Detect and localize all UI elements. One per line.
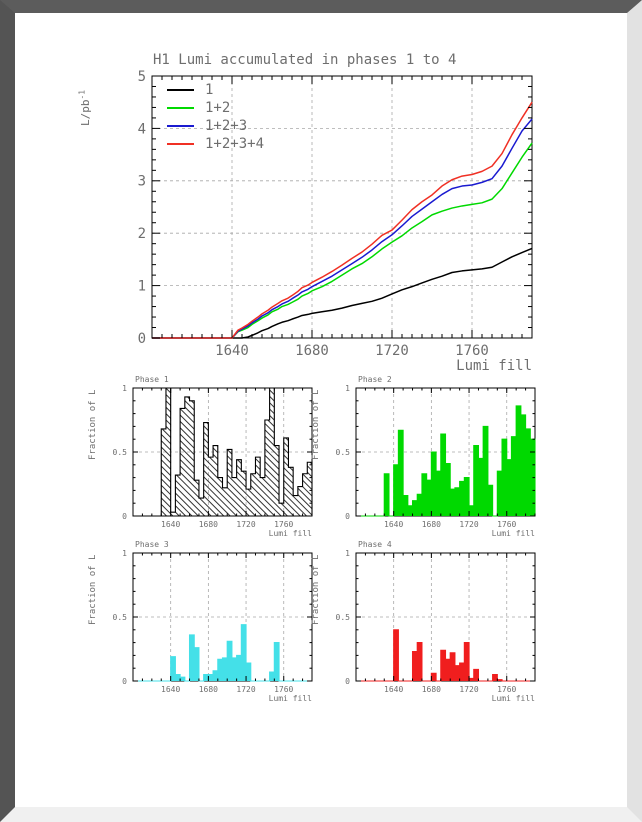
- svg-text:1+2+3+4: 1+2+3+4: [205, 136, 264, 152]
- svg-text:3: 3: [138, 174, 146, 190]
- svg-text:1640: 1640: [384, 685, 403, 694]
- svg-text:0: 0: [122, 512, 127, 521]
- svg-text:Lumi fill: Lumi fill: [492, 694, 536, 703]
- svg-text:1+2+3: 1+2+3: [205, 118, 247, 134]
- svg-text:1640: 1640: [161, 520, 180, 529]
- svg-text:Fraction of L: Fraction of L: [88, 390, 98, 460]
- svg-text:1760: 1760: [455, 343, 489, 359]
- svg-text:Lumi fill: Lumi fill: [269, 694, 313, 703]
- svg-text:1680: 1680: [422, 520, 441, 529]
- svg-text:0: 0: [345, 512, 350, 521]
- svg-text:0.5: 0.5: [336, 613, 351, 622]
- svg-text:Lumi fill: Lumi fill: [492, 529, 536, 538]
- svg-text:1680: 1680: [422, 685, 441, 694]
- svg-text:1680: 1680: [199, 685, 218, 694]
- svg-text:0.5: 0.5: [113, 613, 128, 622]
- svg-text:Lumi fill: Lumi fill: [456, 358, 532, 374]
- svg-text:1: 1: [122, 549, 127, 558]
- svg-text:1720: 1720: [459, 520, 478, 529]
- phase-3-histogram: 1640 1680 1720 1760 0 0.5 1 Phase 3 Lumi fill Fra…: [88, 540, 313, 703]
- svg-text:1: 1: [122, 384, 127, 393]
- svg-text:Fraction of L: Fraction of L: [88, 555, 98, 625]
- svg-text:Lumi fill: Lumi fill: [269, 529, 313, 538]
- svg-text:Fraction of L: Fraction of L: [311, 390, 321, 460]
- svg-text:Phase 1: Phase 1: [135, 375, 169, 384]
- phase-4-histogram: 1640 1680 1720 1760 0 0.5 1 Phase 4 Lumi fill Fra…: [311, 540, 536, 703]
- svg-text:1720: 1720: [375, 343, 409, 359]
- svg-text:0: 0: [138, 331, 146, 347]
- svg-text:1680: 1680: [295, 343, 329, 359]
- svg-text:4: 4: [138, 121, 146, 137]
- svg-text:Phase 2: Phase 2: [358, 375, 392, 384]
- svg-text:1640: 1640: [384, 520, 403, 529]
- svg-text:2: 2: [138, 226, 146, 242]
- svg-text:5: 5: [138, 69, 146, 85]
- svg-text:1: 1: [205, 82, 213, 98]
- phase-2-histogram: 1640 1680 1720 1760 0 0.5 1 Phase 2 Lumi fill Fra…: [311, 375, 536, 538]
- svg-text:0: 0: [345, 677, 350, 686]
- svg-text:1760: 1760: [497, 520, 516, 529]
- svg-text:L/pb-1: L/pb-1: [78, 90, 92, 126]
- svg-text:1760: 1760: [274, 520, 293, 529]
- svg-text:1: 1: [345, 549, 350, 558]
- svg-text:Phase 3: Phase 3: [135, 540, 169, 549]
- svg-text:0: 0: [122, 677, 127, 686]
- svg-text:H1 Lumi accumulated in phases: H1 Lumi accumulated in phases 1 to 4: [153, 52, 456, 68]
- svg-text:1: 1: [345, 384, 350, 393]
- svg-text:1720: 1720: [236, 685, 255, 694]
- svg-text:0.5: 0.5: [336, 448, 351, 457]
- svg-text:1: 1: [138, 279, 146, 295]
- svg-text:1680: 1680: [199, 520, 218, 529]
- svg-text:1760: 1760: [274, 685, 293, 694]
- svg-text:1640: 1640: [161, 685, 180, 694]
- svg-text:1720: 1720: [236, 520, 255, 529]
- svg-text:Phase 4: Phase 4: [358, 540, 392, 549]
- main-luminosity-chart: 1640 1680 1720 1760 0 1 2 3 4 5 H1 Lumi accumulate…: [78, 52, 533, 374]
- phase-1-histogram: 1640 1680 1720 1760 0 0.5 1 Phase 1 Lumi fill Fra…: [88, 375, 313, 538]
- svg-text:1760: 1760: [497, 685, 516, 694]
- svg-text:0.5: 0.5: [113, 448, 128, 457]
- svg-text:Fraction of L: Fraction of L: [311, 555, 321, 625]
- svg-text:1720: 1720: [459, 685, 478, 694]
- svg-text:1640: 1640: [215, 343, 249, 359]
- svg-text:1+2: 1+2: [205, 100, 230, 116]
